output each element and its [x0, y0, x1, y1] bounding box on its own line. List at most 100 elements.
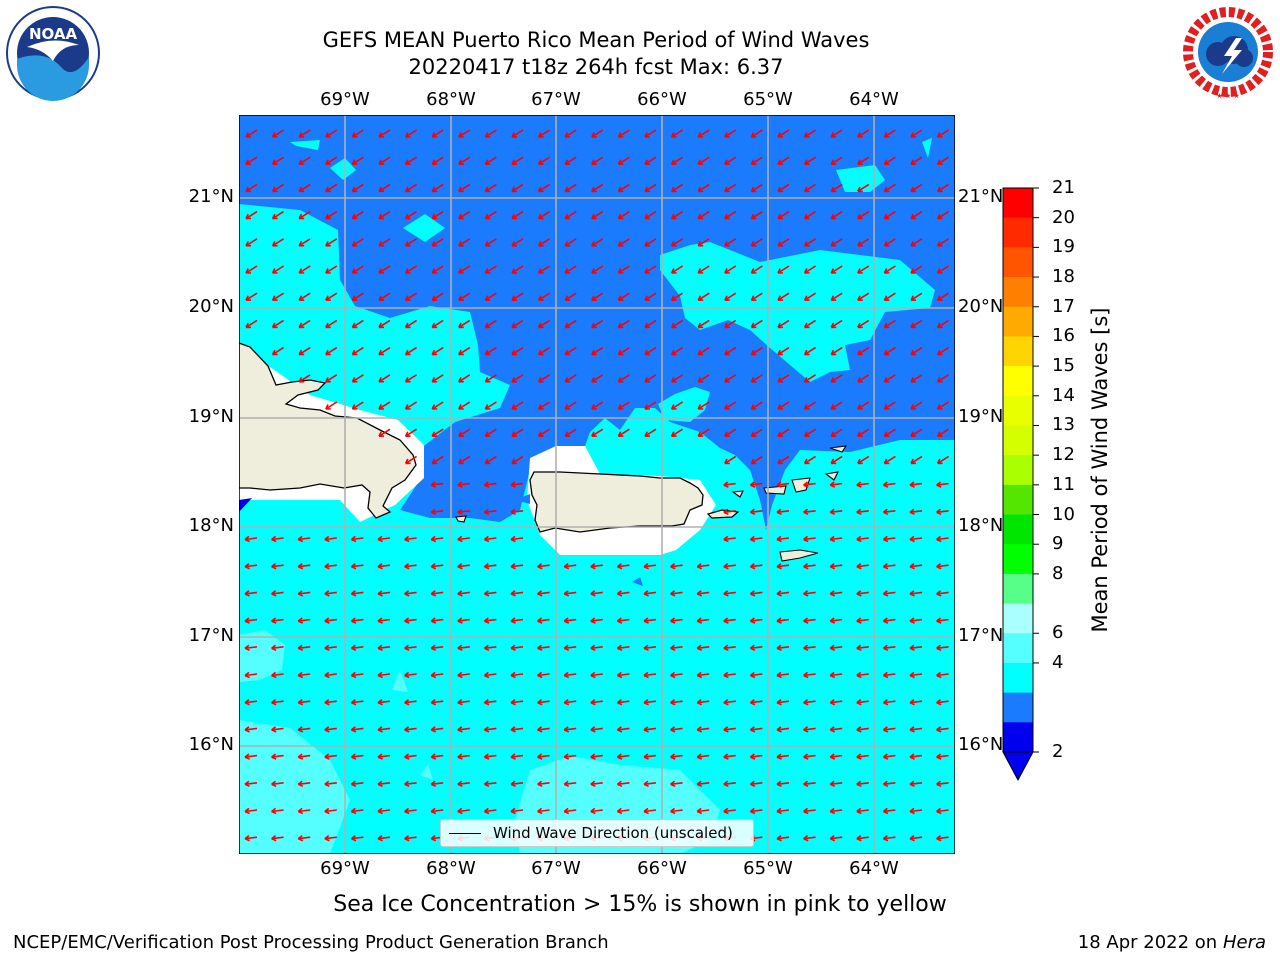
wind-wave-arrow: [244, 644, 258, 652]
wind-wave-arrow: [404, 807, 417, 815]
wind-wave-arrow: [936, 238, 950, 247]
wind-wave-arrow: [564, 183, 577, 193]
wind-wave-arrow: [458, 129, 471, 138]
wind-wave-arrow: [670, 210, 684, 220]
lat-label-right: 16°N: [958, 734, 1004, 755]
wind-wave-arrow: [377, 535, 391, 543]
wind-wave-arrow: [563, 562, 577, 570]
wind-wave-arrow: [696, 671, 710, 679]
wind-wave-arrow: [457, 617, 470, 624]
wind-wave-arrow: [590, 590, 603, 597]
wind-wave-arrow: [324, 590, 337, 597]
wind-wave-arrow: [643, 807, 657, 815]
wind-wave-arrow: [723, 780, 736, 788]
wind-wave-arrow: [724, 129, 737, 138]
wind-wave-arrow: [857, 265, 870, 274]
wind-wave-arrow: [777, 374, 790, 383]
wind-wave-arrow: [378, 346, 391, 356]
sea-ice-note: Sea Ice Concentration > 15% is shown in …: [333, 892, 947, 917]
wind-wave-arrow: [856, 698, 869, 706]
wind-wave-arrow: [724, 156, 737, 165]
wind-wave-arrow: [750, 156, 763, 165]
wind-wave-arrow: [670, 644, 683, 652]
wind-wave-arrow: [457, 753, 470, 760]
wind-wave-arrow: [643, 698, 657, 706]
wind-wave-arrow: [378, 238, 391, 247]
wind-wave-arrow: [830, 374, 843, 383]
wind-wave-arrow: [776, 562, 790, 570]
wind-wave-arrow: [297, 590, 311, 597]
wind-wave-arrow: [830, 428, 843, 437]
wind-wave-arrow: [271, 292, 285, 301]
wind-wave-arrow: [537, 698, 550, 706]
wind-wave-arrow: [777, 183, 790, 193]
nws-logo: ★ ★ ★: [1178, 2, 1278, 102]
wind-wave-arrow: [829, 535, 843, 543]
wind-wave-arrow: [803, 238, 817, 247]
wind-wave-arrow: [910, 183, 923, 193]
wind-wave-arrow: [882, 726, 896, 733]
wind-wave-arrow: [909, 508, 923, 516]
wind-wave-arrow: [644, 346, 657, 356]
wind-wave-arrow: [829, 562, 843, 570]
wind-wave-arrow: [803, 210, 817, 220]
wind-wave-arrow: [830, 156, 843, 165]
wind-wave-arrow: [537, 807, 550, 815]
wind-wave-arrow: [298, 210, 311, 220]
wind-wave-arrow: [564, 401, 577, 410]
wind-wave-arrow: [670, 780, 683, 788]
wind-wave-arrow: [483, 481, 497, 488]
colorbar-segment: [1003, 336, 1033, 367]
wind-wave-arrow: [430, 753, 444, 760]
wind-wave-arrow: [510, 698, 524, 706]
wind-wave-arrow: [723, 535, 736, 543]
wind-wave-arrow: [591, 374, 604, 383]
wind-wave-arrow: [377, 644, 391, 652]
wind-wave-arrow: [484, 265, 497, 274]
period-6-8-region: [239, 720, 350, 854]
wind-wave-arrow: [430, 807, 444, 815]
wind-wave-arrow: [882, 508, 896, 516]
wind-wave-arrow: [271, 265, 285, 274]
wind-wave-arrow: [590, 671, 603, 679]
wind-wave-arrow: [271, 590, 284, 597]
colorbar-extend-arrow: [1002, 751, 1034, 782]
wind-wave-arrow: [803, 401, 817, 410]
wind-wave-arrow: [749, 535, 763, 543]
wind-wave-arrow: [351, 346, 364, 356]
wind-wave-arrow: [803, 780, 816, 788]
period-4-6-patch: [922, 138, 932, 158]
wind-wave-arrow: [483, 562, 497, 570]
wind-wave-arrow: [857, 319, 870, 329]
wind-wave-arrow: [271, 129, 285, 138]
wind-wave-arrow: [670, 183, 684, 193]
wind-wave-arrow: [483, 753, 497, 760]
wind-wave-arrow: [457, 671, 470, 679]
wind-wave-arrow: [857, 455, 870, 465]
wind-wave-arrow: [458, 346, 471, 356]
map-legend: Wind Wave Direction (unscaled): [440, 819, 754, 847]
wind-wave-arrow: [457, 644, 470, 652]
wind-wave-arrow: [404, 644, 417, 652]
wind-wave-arrow: [697, 238, 710, 247]
wind-wave-arrow: [484, 183, 497, 193]
wind-wave-arrow: [458, 292, 471, 301]
lon-label-bottom: 65°W: [743, 858, 793, 879]
wind-wave-arrow: [510, 590, 524, 597]
wind-wave-arrow: [457, 481, 470, 488]
wind-wave-arrow: [458, 455, 471, 465]
lat-label-left: 18°N: [188, 515, 234, 536]
wind-wave-arrow: [777, 156, 790, 165]
wind-wave-arrow: [244, 535, 258, 543]
wind-wave-arrow: [882, 535, 896, 543]
wind-wave-arrow: [297, 807, 311, 815]
wind-wave-arrow: [617, 428, 630, 437]
wind-wave-arrow: [271, 726, 284, 733]
wind-wave-arrow: [297, 644, 311, 652]
wind-wave-arrow: [563, 617, 577, 624]
wind-wave-arrow: [857, 238, 870, 247]
lat-label-right: 20°N: [958, 296, 1004, 317]
wind-wave-arrow: [537, 644, 550, 652]
wind-wave-arrow: [750, 401, 763, 410]
wind-wave-arrow: [670, 671, 683, 679]
